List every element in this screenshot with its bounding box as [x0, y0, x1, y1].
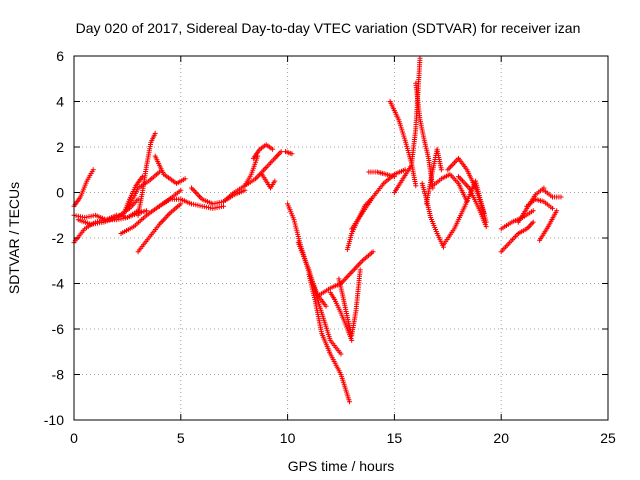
data-point [558, 194, 564, 200]
data-point [550, 205, 555, 211]
data-point [182, 176, 188, 182]
x-tick-label: 25 [600, 430, 616, 446]
data-points [71, 55, 564, 405]
data-series [135, 201, 184, 255]
data-series [344, 194, 376, 252]
x-tick-label: 5 [177, 430, 185, 446]
data-point [483, 224, 489, 230]
data-point [242, 187, 248, 193]
data-series [135, 130, 158, 218]
y-tick-label: 2 [56, 139, 64, 155]
data-point [554, 208, 560, 214]
data-series [306, 271, 352, 405]
data-point [178, 187, 184, 193]
data-point [347, 399, 352, 405]
y-axis-ticks: -10 -8 -6 -4 -2 0 2 4 6 [44, 48, 608, 428]
data-series [317, 249, 376, 298]
data-point [90, 167, 96, 173]
data-point [530, 208, 536, 214]
data-series [259, 171, 278, 191]
data-series [541, 187, 564, 200]
data-series [430, 171, 470, 205]
plot-frame [73, 55, 609, 421]
data-point [413, 183, 419, 189]
data-point [349, 337, 355, 343]
data-series [515, 185, 547, 225]
y-tick-label: -6 [52, 321, 65, 337]
x-axis-label: GPS time / hours [288, 458, 395, 474]
data-series [413, 80, 436, 191]
x-tick-label: 20 [493, 430, 509, 446]
y-tick-label: -2 [52, 230, 65, 246]
y-tick-label: -8 [52, 367, 65, 383]
data-series [71, 167, 96, 209]
data-point [178, 201, 184, 207]
data-series [524, 196, 555, 211]
y-tick-label: 6 [56, 48, 64, 64]
data-series [156, 196, 226, 211]
grid-lines [74, 56, 608, 420]
y-tick-label: -10 [44, 412, 64, 428]
data-point [357, 267, 363, 273]
data-point [270, 146, 276, 152]
y-tick-label: 4 [56, 94, 64, 110]
data-series [242, 149, 284, 189]
data-point [391, 174, 397, 180]
data-series [441, 178, 489, 248]
y-tick-label: 0 [56, 185, 64, 201]
data-point [289, 151, 295, 157]
data-series [498, 219, 536, 255]
y-axis-label: SDTVAR / TECUs [6, 182, 22, 294]
data-point [370, 249, 376, 255]
data-series [456, 174, 489, 230]
data-series [423, 146, 444, 207]
data-series [366, 169, 397, 180]
data-series [295, 240, 344, 357]
data-point [278, 149, 284, 155]
data-series [387, 99, 419, 189]
data-point [272, 178, 278, 184]
data-point [323, 303, 329, 309]
data-point [144, 208, 150, 214]
data-series [250, 142, 276, 161]
data-point [152, 130, 158, 136]
data-point [438, 167, 444, 173]
data-series [419, 180, 446, 250]
data-series [152, 153, 188, 186]
data-point [530, 219, 536, 225]
data-point [221, 203, 226, 209]
data-point [417, 55, 423, 61]
x-axis-ticks: 0 5 10 15 20 25 [70, 56, 616, 446]
chart-title: Day 020 of 2017, Sidereal Day-to-day VTE… [76, 20, 581, 36]
data-series [283, 149, 295, 157]
data-series [349, 167, 408, 232]
data-point [135, 196, 141, 202]
data-point [338, 351, 344, 357]
x-tick-label: 0 [70, 430, 78, 446]
x-tick-label: 10 [280, 430, 296, 446]
data-series [327, 290, 355, 343]
data-series [445, 155, 487, 216]
data-series [537, 208, 560, 243]
x-tick-label: 15 [387, 430, 403, 446]
data-series [336, 267, 363, 339]
y-tick-label: -4 [52, 276, 65, 292]
